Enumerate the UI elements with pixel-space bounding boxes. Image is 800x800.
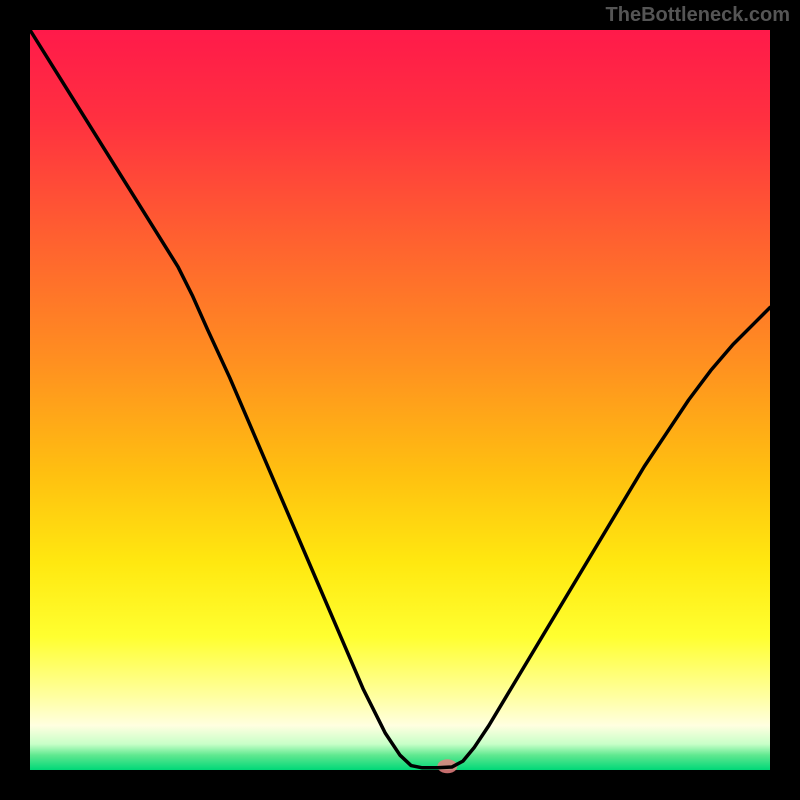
plot-area [30, 30, 770, 770]
chart-container: TheBottleneck.com [0, 0, 800, 800]
bottleneck-chart [0, 0, 800, 800]
watermark-text: TheBottleneck.com [606, 4, 790, 27]
